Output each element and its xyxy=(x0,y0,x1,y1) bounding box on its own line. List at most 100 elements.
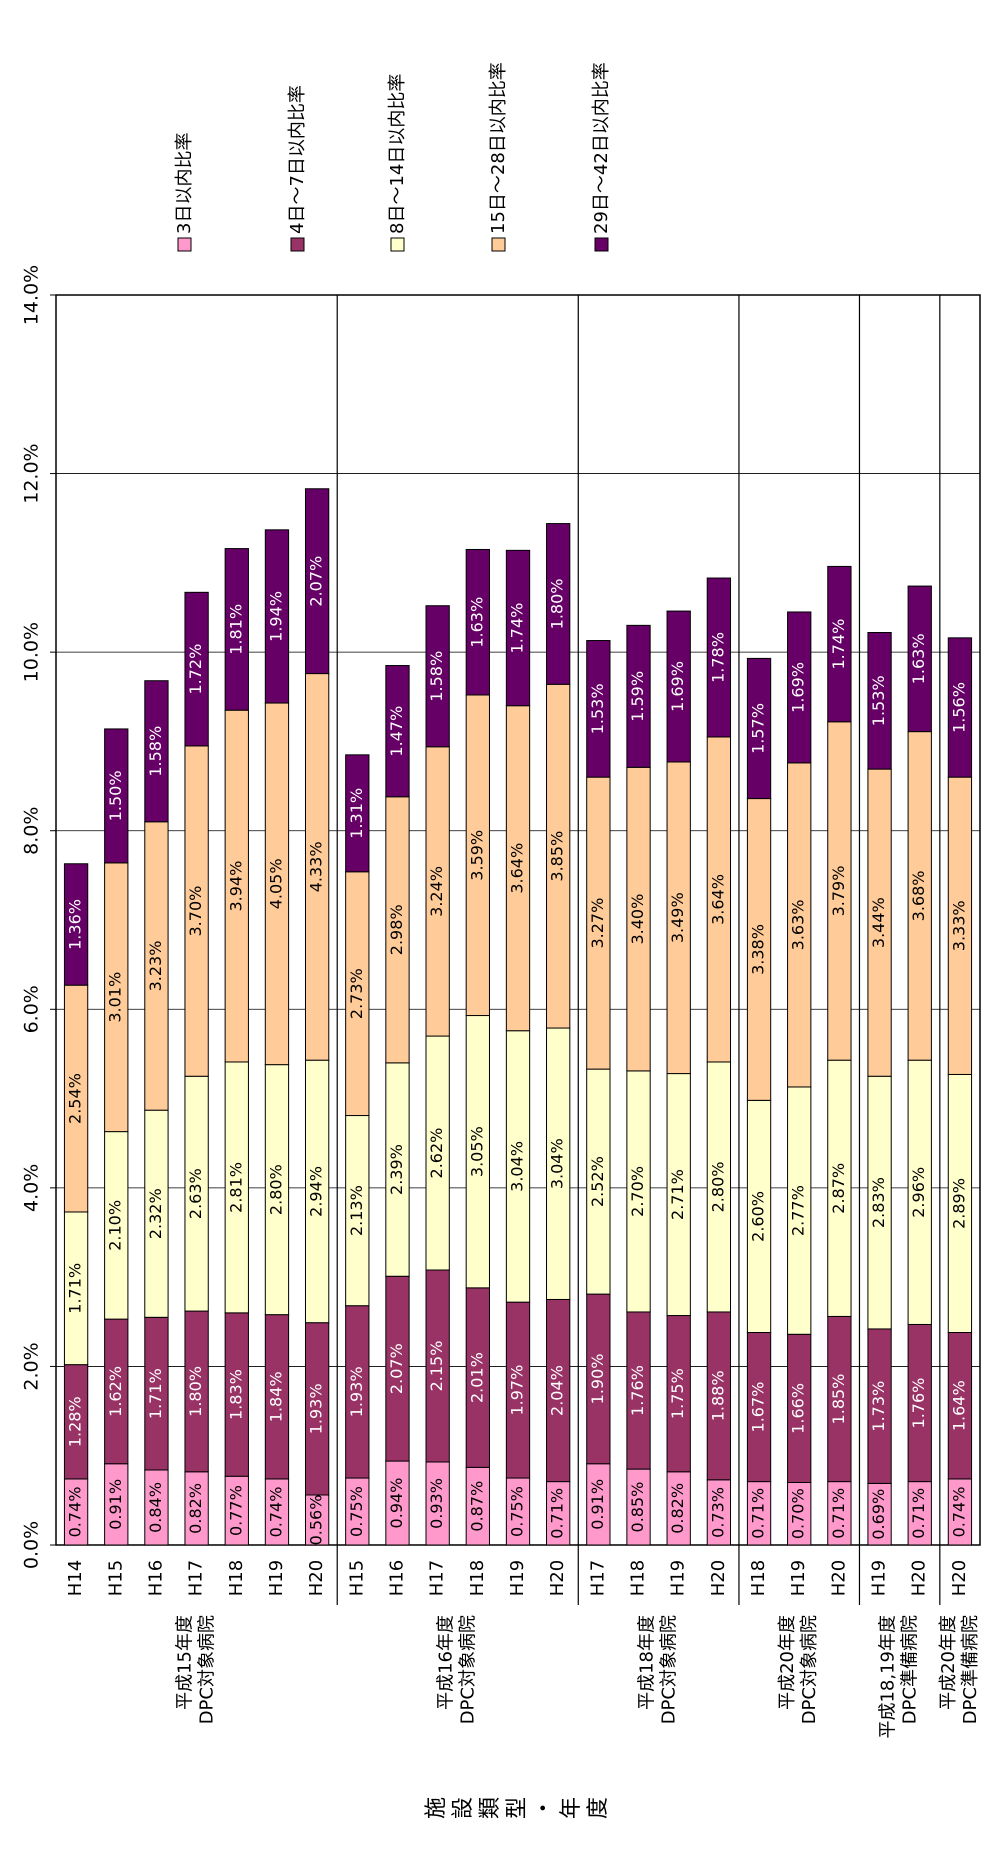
data-label: 2.54% xyxy=(66,1073,85,1124)
value-tick-label: 12.0% xyxy=(21,443,43,503)
bar-segment xyxy=(907,585,932,733)
data-label: 2.52% xyxy=(588,1156,607,1207)
value-tick-label: 14.0% xyxy=(21,265,43,325)
data-label: 2.81% xyxy=(226,1162,245,1213)
data-label: 1.71% xyxy=(66,1263,85,1314)
bar-segment xyxy=(144,680,169,823)
value-tick-label: 8.0% xyxy=(21,807,43,855)
data-label: 1.90% xyxy=(588,1354,607,1405)
data-label: 1.59% xyxy=(628,671,647,722)
data-label: 1.58% xyxy=(146,726,165,777)
group-label-line2: DPC準備病院 xyxy=(960,1615,981,1724)
category-label: H16 xyxy=(386,1560,407,1596)
legend-label: 29日～42日以内比率 xyxy=(591,62,612,234)
data-label: 1.62% xyxy=(106,1366,125,1417)
data-label: 3.38% xyxy=(749,924,768,975)
bar-segment xyxy=(947,637,973,778)
data-label: 2.94% xyxy=(307,1166,326,1217)
data-label: 1.74% xyxy=(829,619,848,670)
data-label: 2.62% xyxy=(427,1128,446,1179)
data-label: 3.63% xyxy=(789,899,808,950)
data-label: 1.53% xyxy=(869,675,888,726)
value-tick-label: 2.0% xyxy=(21,1342,43,1390)
data-label: 2.15% xyxy=(427,1341,446,1392)
legend-key xyxy=(491,237,506,252)
bar-segment xyxy=(867,632,892,770)
data-label: 0.87% xyxy=(467,1481,486,1532)
category-label: H19 xyxy=(788,1560,809,1596)
data-label: 1.58% xyxy=(427,651,446,702)
data-label: 1.94% xyxy=(266,591,285,642)
category-label: H18 xyxy=(628,1560,649,1596)
data-label: 1.28% xyxy=(66,1396,85,1447)
bar-segment xyxy=(666,610,691,763)
legend-label: 15日～28日以内比率 xyxy=(488,62,509,234)
data-label: 3.40% xyxy=(628,894,647,945)
category-axis-title-char: 設 xyxy=(451,1797,476,1819)
data-label: 0.74% xyxy=(949,1487,968,1538)
data-label: 3.05% xyxy=(467,1126,486,1177)
data-label: 2.98% xyxy=(387,904,406,955)
data-label: 2.73% xyxy=(347,968,366,1019)
legend-key xyxy=(390,237,405,252)
category-label: H16 xyxy=(145,1560,166,1596)
data-label: 1.80% xyxy=(186,1366,205,1417)
data-label: 2.04% xyxy=(548,1365,567,1416)
group-label-line2: DPC対象病院 xyxy=(197,1615,218,1724)
data-label: 1.69% xyxy=(668,661,687,712)
data-label: 3.94% xyxy=(226,861,245,912)
group-label-line1: 平成20年度 xyxy=(777,1615,798,1710)
data-label: 0.74% xyxy=(266,1487,285,1538)
group-label-line1: 平成15年度 xyxy=(175,1615,196,1710)
data-label: 2.01% xyxy=(467,1352,486,1403)
category-label: H14 xyxy=(65,1560,86,1596)
data-label: 0.82% xyxy=(186,1483,205,1534)
bar-segment xyxy=(224,548,249,711)
data-label: 1.81% xyxy=(226,604,245,655)
data-label: 1.76% xyxy=(909,1378,928,1429)
data-label: 0.75% xyxy=(508,1486,527,1537)
data-label: 0.71% xyxy=(829,1488,848,1539)
data-label: 1.73% xyxy=(869,1381,888,1432)
bar-segment xyxy=(827,565,852,723)
data-label: 1.64% xyxy=(949,1380,968,1431)
data-label: 0.74% xyxy=(66,1487,85,1538)
data-label: 3.24% xyxy=(427,866,446,917)
data-label: 0.91% xyxy=(106,1479,125,1530)
category-label: H19 xyxy=(266,1560,287,1596)
bar-segment xyxy=(425,605,450,748)
group-label-line1: 平成18,19年度 xyxy=(878,1615,899,1739)
legend-label: 3日以内比率 xyxy=(174,133,195,234)
data-label: 1.75% xyxy=(668,1368,687,1419)
data-label: 1.36% xyxy=(66,899,85,950)
data-label: 1.50% xyxy=(106,770,125,821)
bar-segment xyxy=(787,611,812,764)
category-label: H18 xyxy=(748,1560,769,1596)
category-label: H20 xyxy=(708,1560,729,1596)
data-label: 1.78% xyxy=(708,632,727,683)
data-label: 1.83% xyxy=(226,1369,245,1420)
data-label: 0.73% xyxy=(708,1487,727,1538)
category-label: H17 xyxy=(427,1560,448,1596)
bar-segment xyxy=(184,591,209,747)
data-label: 1.66% xyxy=(789,1383,808,1434)
category-label: H20 xyxy=(828,1560,849,1596)
data-label: 1.84% xyxy=(266,1371,285,1422)
bar-segment xyxy=(706,577,732,738)
data-label: 1.63% xyxy=(909,633,928,684)
value-tick-label: 10.0% xyxy=(21,622,43,682)
data-label: 2.63% xyxy=(186,1168,205,1219)
category-label: H15 xyxy=(105,1560,126,1596)
data-label: 2.96% xyxy=(909,1167,928,1218)
group-label-line2: DPC準備病院 xyxy=(900,1615,921,1724)
data-label: 2.77% xyxy=(789,1185,808,1236)
bar-segment xyxy=(546,523,571,685)
data-label: 2.32% xyxy=(146,1188,165,1239)
data-label: 2.83% xyxy=(869,1177,888,1228)
data-label: 3.04% xyxy=(548,1138,567,1189)
data-label: 0.84% xyxy=(146,1482,165,1533)
group-label-line1: 平成16年度 xyxy=(436,1615,457,1710)
data-label: 0.91% xyxy=(588,1479,607,1530)
